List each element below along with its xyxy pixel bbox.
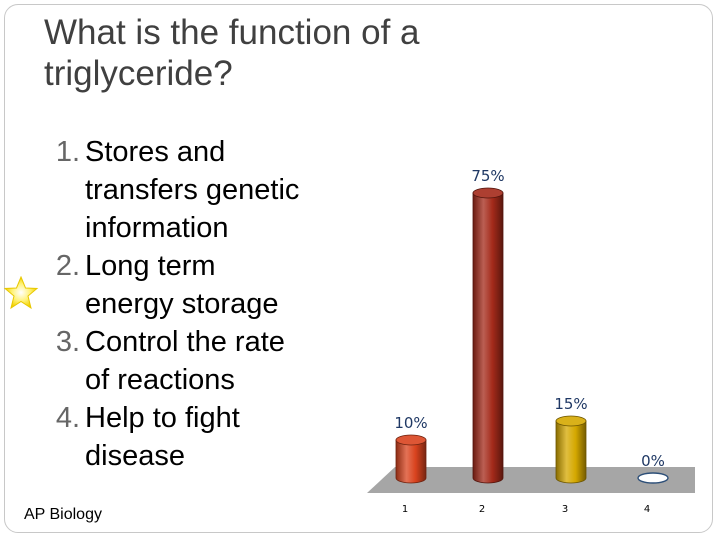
option-text-line: Long term [85,250,216,282]
option-4[interactable]: 4. Help to fight disease [18,399,338,475]
data-label: 0% [641,452,665,470]
bar-1 [395,434,427,484]
option-number: 3. [55,326,80,358]
option-number: 2. [55,250,80,282]
data-label: 15% [554,395,587,413]
answer-options: 1. Stores and transfers genetic informat… [18,133,338,475]
option-text-line: Control the rate [85,326,285,358]
option-text-line: of reactions [85,364,235,396]
bar-3 [555,415,587,484]
x-tick-label: 4 [644,504,650,515]
bar-2 [472,187,504,484]
option-text-line: Stores and [85,136,226,168]
option-2[interactable]: 2. Long term energy storage [18,247,338,323]
x-tick-label: 3 [562,504,568,515]
x-tick-label: 2 [479,504,485,515]
x-tick-label: 1 [402,504,408,515]
option-1[interactable]: 1. Stores and transfers genetic informat… [18,133,338,247]
footer-label: AP Biology [24,506,102,523]
option-text-line: disease [85,440,185,472]
slide-title: What is the function of a triglyceride? [44,12,504,94]
option-number: 4. [55,402,80,434]
option-3[interactable]: 3. Control the rate of reactions [18,323,338,399]
slide-frame [4,4,713,533]
option-text-line: Help to fight [85,402,240,434]
title-line-2: triglyceride? [44,54,233,93]
data-label: 75% [471,167,504,185]
title-line-1: What is the function of a [44,13,420,52]
response-chart: 10% 1 75% 2 15% 3 0% 4 [367,167,695,515]
bar-4 [637,472,669,484]
star-icon [3,276,39,310]
option-text-line: information [85,212,229,244]
option-text-line: transfers genetic [85,174,300,206]
chart-floor [367,467,695,493]
data-label: 10% [394,414,427,432]
option-number: 1. [55,136,80,168]
option-text-line: energy storage [85,288,279,320]
